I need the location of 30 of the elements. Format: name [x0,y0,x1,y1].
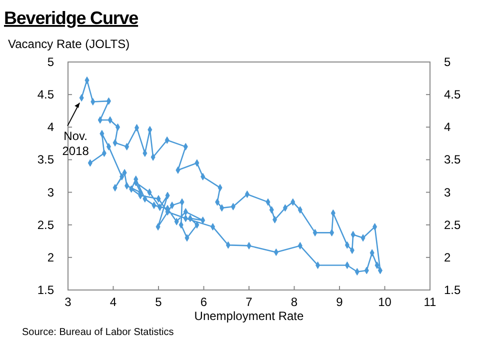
x-tick-label: 4 [110,295,117,309]
y2-tick-label: 4.5 [444,88,462,102]
y-tick-label: 4.5 [37,88,54,102]
y-axis-title: Vacancy Rate (JOLTS) [8,37,130,51]
x-tick-label: 6 [200,295,208,309]
y2-tick-label: 5 [444,55,451,69]
y2-tick-label: 3 [444,185,451,200]
y2-tick-label: 4 [444,120,451,134]
y-tick-label: 4 [47,120,54,134]
x-tick-label: 3 [64,295,72,309]
y2-tick-label: 3.5 [444,152,462,167]
x-tick-label: 7 [246,295,253,309]
y2-tick-label: 2.5 [444,218,462,232]
y-tick-label: 3 [47,185,54,200]
x-tick-label: 9 [336,295,344,309]
annotation: Nov. 2018 [62,128,90,158]
y2-tick-label: 1.5 [444,283,462,297]
source-note: Source: Bureau of Labor Statistics [22,327,174,338]
y-tick-label: 2 [47,250,54,264]
x-tick-label: 5 [155,295,162,309]
x-tick-label: 11 [424,295,437,309]
x-tick-label: 10 [378,295,392,309]
y-tick-label: 5 [47,55,54,69]
y-tick-label: 2.5 [37,218,54,232]
y-tick-label: 3.5 [37,152,54,167]
y2-tick-label: 2 [444,250,451,264]
y-tick-label: 1.5 [37,283,54,297]
chart-title: Beveridge Curve [4,8,139,28]
x-tick-label: 8 [290,295,298,309]
x-axis-title: Unemployment Rate [194,309,304,323]
